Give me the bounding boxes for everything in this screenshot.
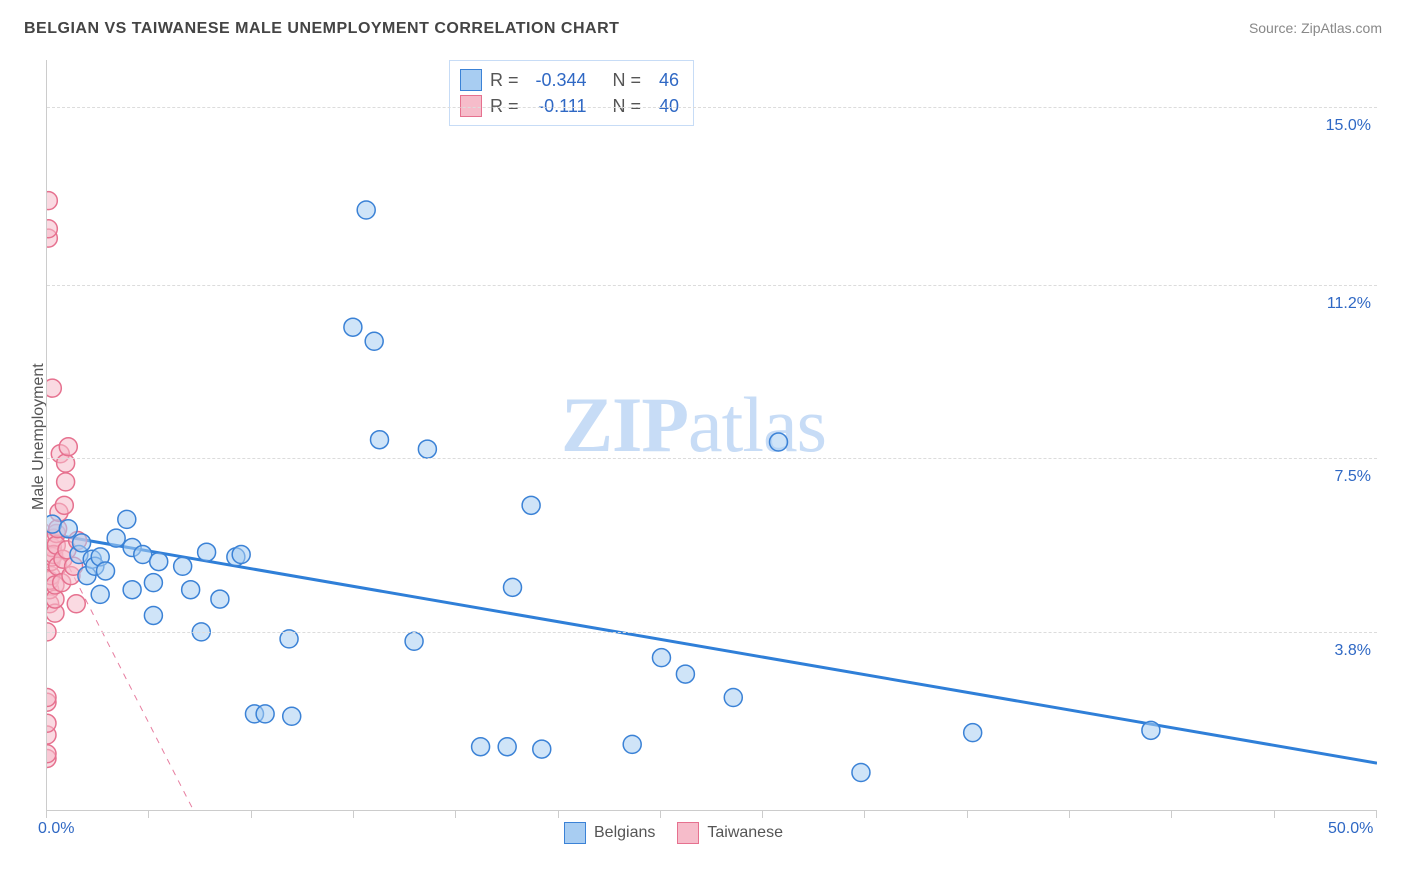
scatter-point-taiwanese [47, 379, 61, 397]
scatter-point-taiwanese [57, 473, 75, 491]
scatter-point-belgians [198, 543, 216, 561]
scatter-point-belgians [724, 689, 742, 707]
plot-area: ZIPatlas R =-0.344N =46R =-0.111N =40 3.… [46, 60, 1377, 811]
scatter-point-belgians [852, 764, 870, 782]
chart-title: BELGIAN VS TAIWANESE MALE UNEMPLOYMENT C… [24, 20, 619, 38]
scatter-point-belgians [59, 520, 77, 538]
legend-swatch [564, 822, 586, 844]
scatter-point-belgians [504, 578, 522, 596]
x-tick [46, 810, 47, 818]
scatter-point-belgians [405, 632, 423, 650]
gridline [47, 632, 1377, 633]
scatter-point-belgians [522, 496, 540, 514]
source-attribution: Source: ZipAtlas.com [1249, 20, 1382, 36]
scatter-point-belgians [174, 557, 192, 575]
y-tick-label: 7.5% [1301, 468, 1371, 486]
scatter-point-taiwanese [57, 454, 75, 472]
x-tick [1171, 810, 1172, 818]
scatter-point-taiwanese [67, 595, 85, 613]
scatter-point-belgians [97, 562, 115, 580]
legend-n-value: 46 [649, 67, 679, 93]
scatter-point-belgians [472, 738, 490, 756]
scatter-point-belgians [144, 574, 162, 592]
legend-row: R = -0.344 N = 46 [460, 67, 679, 93]
scatter-point-belgians [91, 585, 109, 603]
scatter-point-belgians [211, 590, 229, 608]
chart-container: BELGIAN VS TAIWANESE MALE UNEMPLOYMENT C… [0, 0, 1406, 892]
legend-swatch [677, 822, 699, 844]
gridline [47, 285, 1377, 286]
series-legend: Belgians Taiwanese [564, 822, 783, 844]
scatter-point-taiwanese [59, 438, 77, 456]
scatter-point-belgians [182, 581, 200, 599]
x-axis-min-label: 0.0% [38, 820, 74, 838]
x-axis-max-label: 50.0% [1328, 820, 1373, 838]
y-tick-label: 3.8% [1301, 642, 1371, 660]
gridline [47, 458, 1377, 459]
scatter-point-belgians [357, 201, 375, 219]
scatter-point-taiwanese [47, 192, 57, 210]
legend-n-label: N = [613, 67, 642, 93]
scatter-point-belgians [365, 332, 383, 350]
x-tick [455, 810, 456, 818]
scatter-point-belgians [371, 431, 389, 449]
x-tick [864, 810, 865, 818]
x-tick [558, 810, 559, 818]
x-tick [762, 810, 763, 818]
scatter-point-belgians [73, 534, 91, 552]
trend-line-belgians [47, 533, 1377, 763]
scatter-point-belgians [107, 529, 125, 547]
scatter-point-belgians [964, 724, 982, 742]
scatter-point-belgians [623, 735, 641, 753]
scatter-point-belgians [1142, 721, 1160, 739]
scatter-point-belgians [123, 581, 141, 599]
x-tick [148, 810, 149, 818]
scatter-point-belgians [256, 705, 274, 723]
scatter-point-belgians [150, 553, 168, 571]
series-legend-label: Taiwanese [707, 824, 783, 842]
x-tick [660, 810, 661, 818]
scatter-point-belgians [418, 440, 436, 458]
gridline [47, 107, 1377, 108]
scatter-plot-svg [47, 60, 1377, 810]
scatter-point-belgians [118, 510, 136, 528]
x-tick [1274, 810, 1275, 818]
series-legend-label: Belgians [594, 824, 655, 842]
scatter-point-belgians [144, 606, 162, 624]
series-legend-item: Taiwanese [677, 822, 783, 844]
legend-swatch [460, 69, 482, 91]
y-tick-label: 15.0% [1301, 117, 1371, 135]
correlation-legend: R =-0.344N =46R =-0.111N =40 [449, 60, 694, 126]
x-tick [1069, 810, 1070, 818]
x-tick [967, 810, 968, 818]
x-tick [251, 810, 252, 818]
x-tick [353, 810, 354, 818]
scatter-point-belgians [283, 707, 301, 725]
scatter-point-belgians [652, 649, 670, 667]
legend-r-value: -0.344 [527, 67, 587, 93]
scatter-point-belgians [232, 546, 250, 564]
scatter-point-taiwanese [55, 496, 73, 514]
scatter-point-belgians [498, 738, 516, 756]
scatter-point-belgians [344, 318, 362, 336]
scatter-point-belgians [533, 740, 551, 758]
y-tick-label: 11.2% [1301, 295, 1371, 313]
x-tick [1376, 810, 1377, 818]
series-legend-item: Belgians [564, 822, 655, 844]
scatter-point-belgians [676, 665, 694, 683]
legend-r-label: R = [490, 67, 519, 93]
header-row: BELGIAN VS TAIWANESE MALE UNEMPLOYMENT C… [24, 20, 1382, 38]
scatter-point-belgians [770, 433, 788, 451]
